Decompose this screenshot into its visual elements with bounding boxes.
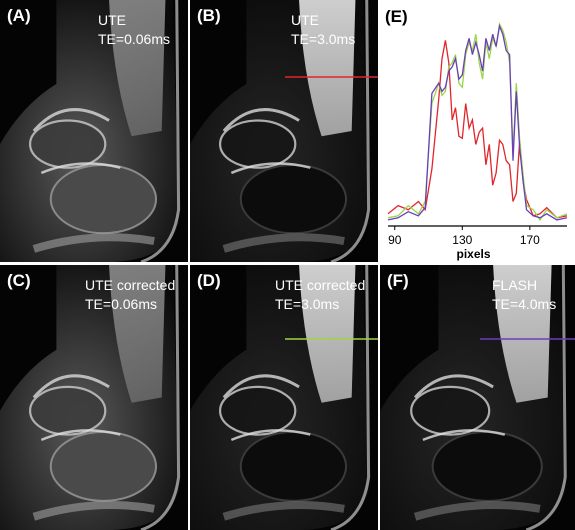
mri-panel-c: (C) UTE corrected TE=0.06ms (0, 265, 188, 530)
x-tick-label: 90 (388, 233, 402, 247)
panel-caption: UTE TE=3.0ms (291, 11, 355, 49)
panel-caption: UTE corrected TE=0.06ms (85, 276, 175, 314)
panel-label: (A) (7, 6, 31, 26)
panel-label: (F) (387, 271, 409, 291)
mri-panel-d: (D) UTE corrected TE=3.0ms (190, 265, 378, 530)
series-line-1 (388, 40, 567, 217)
caption-line-2: TE=3.0ms (275, 295, 365, 314)
mri-panel-a: (A) UTE TE=0.06ms (0, 0, 188, 262)
panel-label: (C) (7, 271, 31, 291)
panel-caption: UTE corrected TE=3.0ms (275, 276, 365, 314)
x-tick-label: 170 (520, 233, 540, 247)
profile-chart: 90 130 170 pixels (380, 0, 575, 262)
caption-line-2: TE=3.0ms (291, 30, 355, 49)
caption-line-1: UTE (291, 11, 355, 30)
panel-caption: UTE TE=0.06ms (98, 11, 170, 49)
mri-panel-f: (F) FLASH TE=4.0ms (380, 265, 575, 530)
profile-chart-panel: 90 130 170 pixels (E) (380, 0, 575, 262)
panel-label: (E) (385, 7, 408, 27)
x-tick-label: 130 (452, 233, 472, 247)
series-line-2 (388, 24, 567, 220)
panel-label: (B) (197, 6, 221, 26)
mri-panel-b: (B) UTE TE=3.0ms (190, 0, 378, 262)
caption-line-2: TE=0.06ms (98, 30, 170, 49)
panel-caption: FLASH TE=4.0ms (492, 276, 556, 314)
caption-line-1: UTE corrected (275, 276, 365, 295)
series-line-3 (388, 26, 567, 220)
caption-line-1: UTE (98, 11, 170, 30)
caption-line-1: UTE corrected (85, 276, 175, 295)
caption-line-2: TE=4.0ms (492, 295, 556, 314)
caption-line-2: TE=0.06ms (85, 295, 175, 314)
caption-line-1: FLASH (492, 276, 556, 295)
panel-label: (D) (197, 271, 221, 291)
x-axis-label: pixels (456, 247, 490, 261)
